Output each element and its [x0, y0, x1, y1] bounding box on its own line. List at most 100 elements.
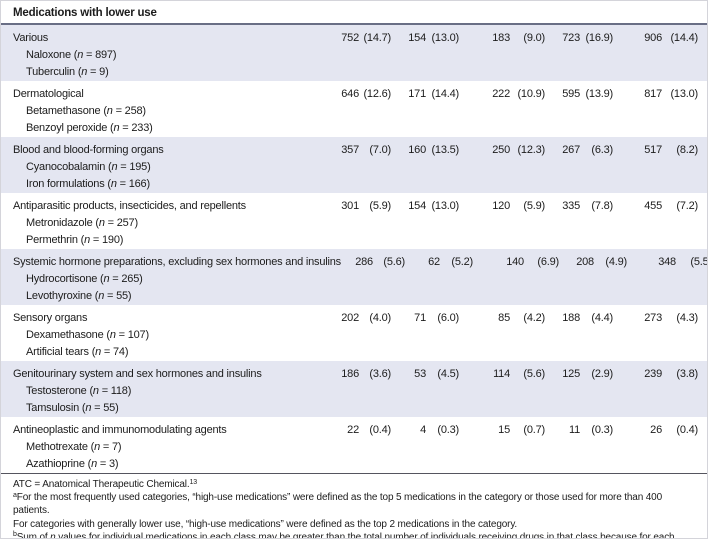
n-value: 595: [562, 88, 580, 100]
pct-value: (4.2): [523, 312, 545, 324]
table-row-group: Antineoplastic and immunomodulating agen…: [1, 417, 707, 473]
n-value: 301: [341, 200, 359, 212]
table-row-group: Systemic hormone preparations, excluding…: [1, 249, 707, 305]
n-value: 250: [492, 144, 510, 156]
category-label: Antineoplastic and immunomodulating agen…: [13, 424, 227, 436]
footnote-a-continued: For categories with generally lower use,…: [13, 518, 518, 530]
n-value: 273: [644, 312, 662, 324]
pct-value: (13.0): [670, 88, 698, 100]
n-symbol: n: [92, 385, 99, 397]
n-value: 517: [644, 144, 662, 156]
footnote-b: bSum of n values for individual medicati…: [13, 531, 695, 539]
n-symbol: n: [94, 441, 101, 453]
n-value: 186: [341, 368, 359, 380]
reference-superscript: 13: [189, 478, 198, 486]
footnote-atc: ATC = Anatomical Therapeutic Chemical.13: [13, 478, 198, 491]
pct-value: (7.8): [591, 200, 613, 212]
n-value: 239: [644, 368, 662, 380]
pct-value: (5.2): [451, 256, 473, 268]
pct-value: (0.4): [676, 424, 698, 436]
pct-value: (7.2): [676, 200, 698, 212]
section-title: Medications with lower use: [13, 7, 157, 19]
pct-value: (13.5): [431, 144, 459, 156]
pct-value: (13.9): [585, 88, 613, 100]
pct-value: (0.3): [437, 424, 459, 436]
n-value: 906: [644, 32, 662, 44]
n-value: 646: [341, 88, 359, 100]
n-value: 15: [498, 424, 510, 436]
medication-label: Metronidazole (n = 257): [26, 217, 138, 229]
pct-value: (3.6): [369, 368, 391, 380]
n-value: 357: [341, 144, 359, 156]
pct-value: (5.6): [523, 368, 545, 380]
n-value: 62: [428, 256, 440, 268]
n-symbol: n: [91, 458, 97, 470]
pct-value: (6.9): [537, 256, 559, 268]
n-value: 348: [658, 256, 676, 268]
n-symbol: n: [109, 329, 116, 341]
category-label: Genitourinary system and sex hormones an…: [13, 368, 262, 380]
n-value: 125: [562, 368, 580, 380]
table-row-group: Sensory organs Dexamethasone (n = 107) A…: [1, 305, 707, 361]
pct-value: (14.7): [363, 32, 391, 44]
pct-value: (16.9): [585, 32, 613, 44]
table-row-group: Various Naloxone (n = 897) Tuberculin (n…: [1, 25, 707, 81]
n-value: 188: [562, 312, 580, 324]
n-value: 335: [562, 200, 580, 212]
footnote-a: aFor the most frequently used categories…: [13, 491, 662, 517]
category-label: Blood and blood-forming organs: [13, 144, 164, 156]
table-row-group: Dermatological Betamethasone (n = 258) B…: [1, 81, 707, 137]
n-value: 171: [408, 88, 426, 100]
pct-value: (5.6): [383, 256, 405, 268]
n-value: 140: [506, 256, 524, 268]
footnotes-block: ATC = Anatomical Therapeutic Chemical.13…: [1, 474, 707, 539]
pct-value: (4.3): [676, 312, 698, 324]
table-row-group: Antiparasitic products, insecticides, an…: [1, 193, 707, 249]
n-value: 222: [492, 88, 510, 100]
n-value: 286: [355, 256, 373, 268]
n-symbol: n: [98, 290, 105, 302]
pct-value: (4.9): [605, 256, 627, 268]
n-symbol: n: [84, 234, 91, 246]
pct-value: (3.8): [676, 368, 698, 380]
n-value: 26: [650, 424, 662, 436]
medication-label: Tamsulosin (n = 55): [26, 402, 119, 414]
n-value: 71: [414, 312, 426, 324]
n-value: 120: [492, 200, 510, 212]
pct-value: (4.5): [437, 368, 459, 380]
pct-value: (2.9): [591, 368, 613, 380]
medication-label: Betamethasone (n = 258): [26, 105, 146, 117]
table-row-group: Genitourinary system and sex hormones an…: [1, 361, 707, 417]
category-label: Antiparasitic products, insecticides, an…: [13, 200, 246, 212]
pct-value: (0.4): [369, 424, 391, 436]
medication-label: Hydrocortisone (n = 265): [26, 273, 143, 285]
category-label: Various: [13, 32, 49, 44]
n-symbol: n: [77, 49, 84, 61]
n-symbol: n: [50, 531, 56, 539]
pct-value: (13.0): [431, 32, 459, 44]
header-rule-divider: [1, 23, 707, 25]
pct-value: (0.7): [523, 424, 545, 436]
pct-value: (14.4): [431, 88, 459, 100]
pct-value: (4.0): [369, 312, 391, 324]
n-symbol: n: [85, 402, 92, 414]
n-value: 160: [408, 144, 426, 156]
n-value: 723: [562, 32, 580, 44]
n-value: 202: [341, 312, 359, 324]
medication-label: Dexamethasone (n = 107): [26, 329, 149, 341]
n-value: 22: [347, 424, 359, 436]
medication-label: Permethrin (n = 190): [26, 234, 124, 246]
pct-value: (12.3): [517, 144, 545, 156]
n-value: 267: [562, 144, 580, 156]
medication-label: Testosterone (n = 118): [26, 385, 132, 397]
n-value: 53: [414, 368, 426, 380]
n-symbol: n: [95, 346, 102, 358]
medication-label: Methotrexate (n = 7): [26, 441, 122, 453]
medication-label: Benzoyl peroxide (n = 233): [26, 122, 153, 134]
pct-value: (13.0): [431, 200, 459, 212]
n-value: 183: [492, 32, 510, 44]
footnote-marker-a: a: [13, 491, 17, 499]
n-value: 208: [576, 256, 594, 268]
n-symbol: n: [81, 66, 88, 78]
